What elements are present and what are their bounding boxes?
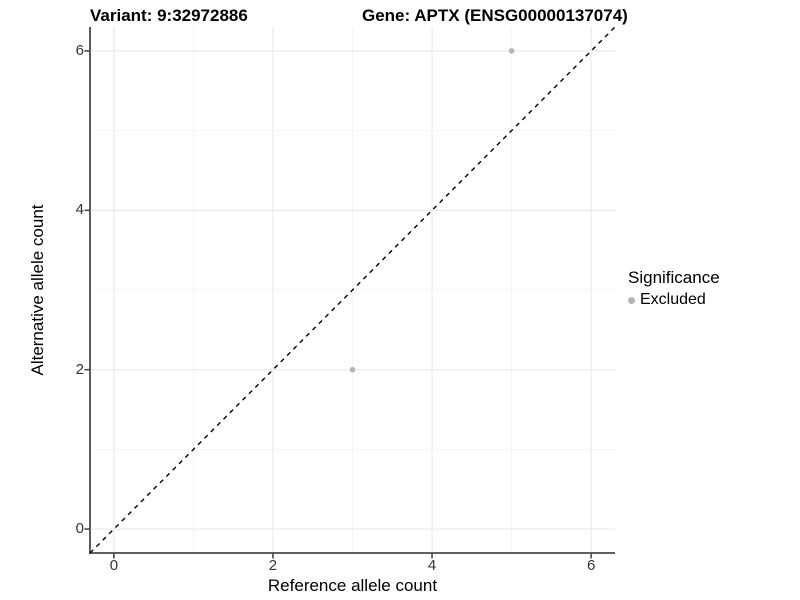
legend-item-label: Excluded [640,291,706,308]
legend-title: Significance [628,268,720,287]
legend: Significance Excluded [628,268,720,309]
x-tick-label: 4 [427,557,437,574]
y-tick-label: 0 [75,520,84,538]
x-tick-label: 0 [109,557,119,574]
legend-point-icon [628,296,635,304]
y-tick-label: 6 [75,41,84,59]
y-axis-title: Alternative allele count [28,204,47,376]
plot-title-gene: Gene: APTX (ENSG00000137074) [362,6,628,25]
data-point-excluded [349,366,356,373]
data-point-excluded [508,48,515,54]
legend-item-excluded: Excluded [628,291,720,309]
y-tick-label: 2 [75,360,84,378]
plot-title-variant: Variant: 9:32972886 [90,6,248,25]
x-axis-title: Reference allele count [267,576,438,595]
x-tick-label: 2 [268,557,278,574]
identity-reference-line [89,26,616,554]
x-tick-label: 6 [586,557,596,574]
y-tick-label: 4 [75,201,84,219]
